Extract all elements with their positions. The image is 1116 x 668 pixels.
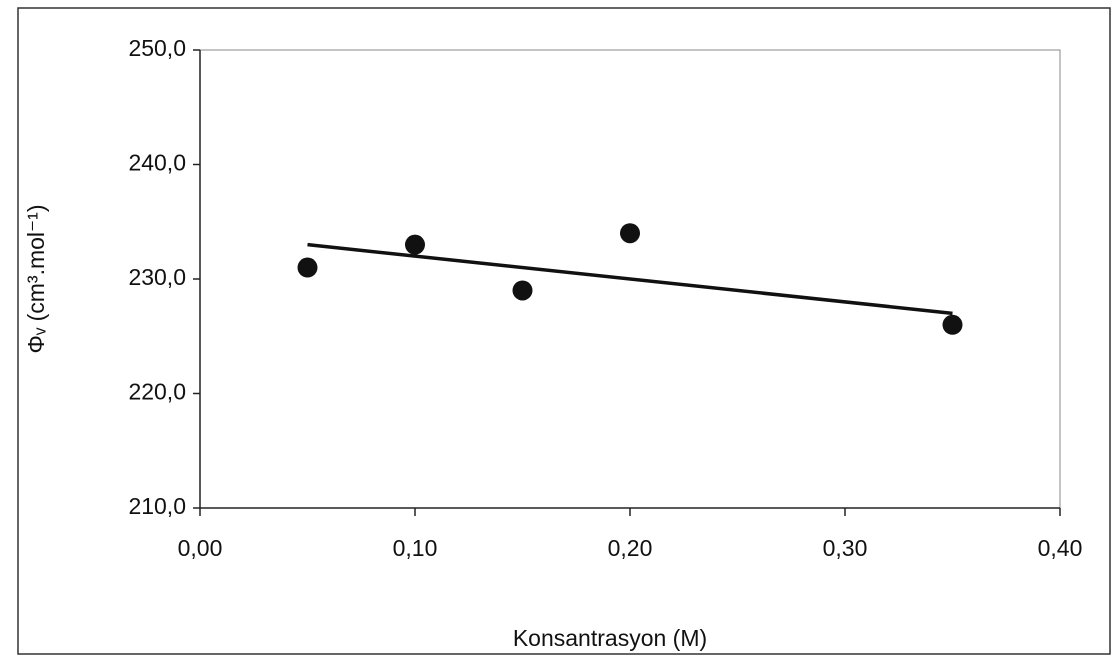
chart-frame [17, 7, 1111, 655]
y-axis-label: Φᵥ (cm³.mol⁻¹) [23, 204, 49, 353]
data-point [297, 257, 318, 278]
x-tick-label: 0,10 [393, 535, 438, 561]
data-point [405, 234, 425, 255]
trend-line [307, 242, 953, 316]
y-tick-label: 250,0 [128, 35, 186, 61]
data-point [512, 280, 533, 301]
y-tick-label: 220,0 [128, 379, 186, 405]
data-point [620, 223, 640, 244]
x-axis-label: Konsantrasyon (M) [513, 625, 707, 651]
y-tick-label: 230,0 [128, 264, 186, 290]
x-tick-label: 0,00 [178, 535, 223, 561]
y-tick-label: 210,0 [128, 493, 186, 519]
x-tick-label: 0,40 [1038, 535, 1083, 561]
x-tick-label: 0,30 [823, 535, 868, 561]
x-tick-label: 0,20 [608, 535, 653, 561]
data-point [942, 314, 963, 335]
y-tick-label: 240,0 [128, 150, 186, 176]
